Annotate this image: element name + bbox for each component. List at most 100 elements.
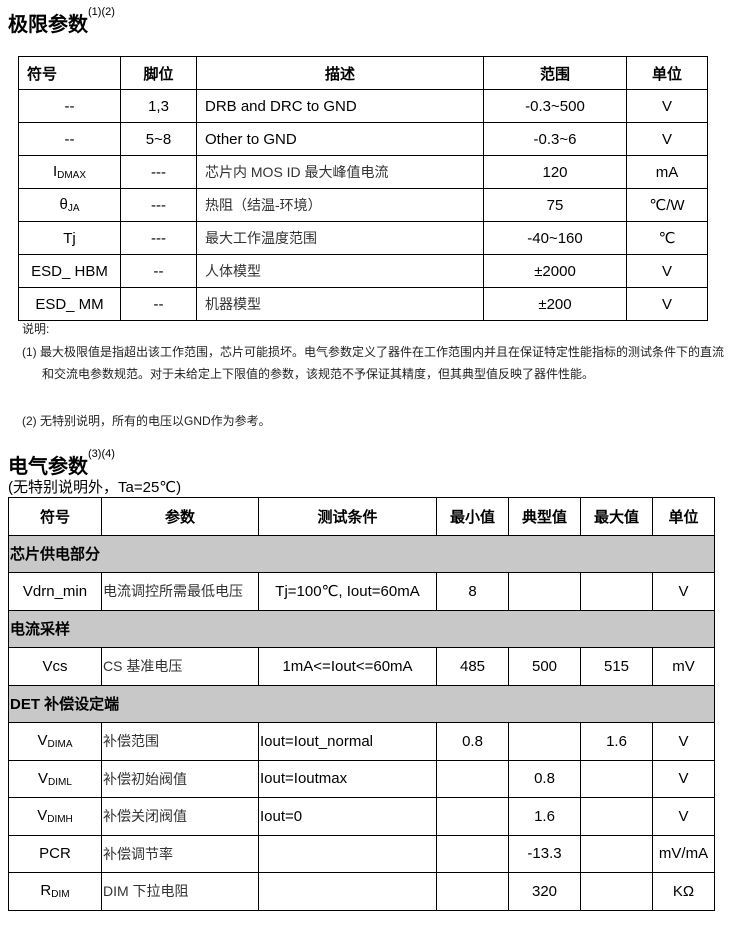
table-row: -- 1,3 DRB and DRC to GND -0.3~500 V xyxy=(18,89,708,123)
symbol: V xyxy=(37,732,48,750)
max-cell xyxy=(580,872,653,911)
table-row: Tj --- 最大工作温度范围 -40~160 ℃ xyxy=(18,221,708,255)
symbol: PCR xyxy=(39,845,71,863)
min-cell: 0.8 xyxy=(436,722,509,761)
symbol: Tj xyxy=(63,229,76,247)
symbol-cell: ESD_ MM xyxy=(18,287,121,321)
symbol: ESD_ HBM xyxy=(31,262,108,280)
column-header: 范围 xyxy=(483,56,627,90)
unit-cell: mA xyxy=(626,155,708,189)
symbol: -- xyxy=(64,97,75,115)
column-header: 符号 xyxy=(18,56,121,90)
max-cell: 1.6 xyxy=(580,722,653,761)
footnote-ref: (3)(4) xyxy=(88,448,115,460)
symbol-cell: Vdrn_min xyxy=(8,572,102,611)
pin-cell: 1,3 xyxy=(120,89,197,123)
parameter-cell: CS 基准电压 xyxy=(101,647,259,686)
table-row: Vcs CS 基准电压 1mA<=Iout<=60mA 485 500 515 mV xyxy=(8,647,715,686)
table-row: Vdrn_min 电流调控所需最低电压 Tj=100℃, Iout=60mA 8 V xyxy=(8,572,715,611)
pin-cell: --- xyxy=(120,155,197,189)
unit-cell: ℃/W xyxy=(626,188,708,222)
electrical-table: 符号 参数 测试条件 最小值 典型值 最大值 单位 芯片供电部分 Vdrn_min 电流调控所需… xyxy=(8,497,715,911)
unit-cell: V xyxy=(652,797,715,836)
description-cell: 人体模型 xyxy=(196,254,484,288)
column-header: 测试条件 xyxy=(258,497,437,536)
note-1: (1) 最大极限值是指超出该工作范围，芯片可能损坏。电气参数定义了器件在工作范围… xyxy=(22,345,725,381)
min-cell: 485 xyxy=(436,647,509,686)
notes-label: 说明: xyxy=(22,322,50,336)
unit-cell: ℃ xyxy=(626,221,708,255)
footnote-ref: (1)(2) xyxy=(88,6,115,18)
group-name: DET 补偿设定端 xyxy=(8,684,715,723)
parameter-cell: 补偿调节率 xyxy=(101,834,259,873)
table-row: VDIML 补偿初始阀值 Iout=Ioutmax 0.8 V xyxy=(8,759,715,798)
symbol-cell: VDIML xyxy=(8,759,102,798)
group-name: 电流采样 xyxy=(8,609,715,648)
min-cell xyxy=(436,834,509,873)
symbol-cell: PCR xyxy=(8,834,102,873)
symbol-cell: Tj xyxy=(18,221,121,255)
symbol-cell: IDMAX xyxy=(18,155,121,189)
condition-cell: Tj=100℃, Iout=60mA xyxy=(258,572,437,611)
min-cell xyxy=(436,797,509,836)
unit-cell: V xyxy=(626,89,708,123)
section-title-absolute-max: 极限参数(1)(2) xyxy=(8,6,115,37)
table-row: RDIM DIM 下拉电阻 320 KΩ xyxy=(8,872,715,911)
symbol-cell: -- xyxy=(18,89,121,123)
note-2: (2) 无特别说明，所有的电压以GND作为参考。 xyxy=(22,414,271,428)
symbol: V xyxy=(37,807,48,825)
description-cell: 机器模型 xyxy=(196,287,484,321)
unit-cell: V xyxy=(626,287,708,321)
symbol-subscript: DIML xyxy=(48,776,72,788)
description-cell: 最大工作温度范围 xyxy=(196,221,484,255)
condition-cell: Iout=0 xyxy=(258,797,437,836)
condition-cell: 1mA<=Iout<=60mA xyxy=(258,647,437,686)
column-header: 最大值 xyxy=(580,497,653,536)
range-cell: 75 xyxy=(483,188,627,222)
symbol-subscript: DIM xyxy=(51,889,70,901)
unit-cell: mV xyxy=(652,647,715,686)
typ-cell xyxy=(508,572,581,611)
table-row: IDMAX --- 芯片内 MOS ID 最大峰值电流 120 mA xyxy=(18,155,708,189)
title-text: 极限参数 xyxy=(8,14,88,36)
symbol-cell: -- xyxy=(18,122,121,156)
symbol: ESD_ MM xyxy=(35,295,104,313)
condition-cell: Iout=Ioutmax xyxy=(258,759,437,798)
pin-cell: -- xyxy=(120,254,197,288)
unit-cell: V xyxy=(626,122,708,156)
parameter-cell: DIM 下拉电阻 xyxy=(101,872,259,911)
symbol-cell: VDIMH xyxy=(8,797,102,836)
symbol-subscript: DIMH xyxy=(47,814,73,826)
range-cell: ±200 xyxy=(483,287,627,321)
column-header: 最小值 xyxy=(436,497,509,536)
symbol-cell: VDIMA xyxy=(8,722,102,761)
unit-cell: V xyxy=(652,722,715,761)
symbol: Vdrn_min xyxy=(22,582,88,600)
condition-cell xyxy=(258,872,437,911)
unit-cell: V xyxy=(626,254,708,288)
symbol-cell: Vcs xyxy=(8,647,102,686)
symbol-cell: θJA xyxy=(18,188,121,222)
symbol-subscript: DIMA xyxy=(47,739,73,751)
pin-cell: 5~8 xyxy=(120,122,197,156)
description-cell: 热阻（结温-环境） xyxy=(196,188,484,222)
table-row: ESD_ HBM -- 人体模型 ±2000 V xyxy=(18,254,708,288)
group-name: 芯片供电部分 xyxy=(8,534,715,573)
parameter-cell: 补偿关闭阀值 xyxy=(101,797,259,836)
range-cell: ±2000 xyxy=(483,254,627,288)
pin-cell: --- xyxy=(120,188,197,222)
max-cell xyxy=(580,797,653,836)
parameter-cell: 电流调控所需最低电压 xyxy=(101,572,259,611)
column-header: 单位 xyxy=(626,56,708,90)
column-header: 描述 xyxy=(196,56,484,90)
column-header: 参数 xyxy=(101,497,259,536)
unit-cell: KΩ xyxy=(652,872,715,911)
description-cell: Other to GND xyxy=(196,122,484,156)
conditions-subtitle: (无特别说明外，Ta=25℃) xyxy=(8,479,182,496)
max-cell xyxy=(580,834,653,873)
pin-cell: --- xyxy=(120,221,197,255)
typ-cell: 0.8 xyxy=(508,759,581,798)
symbol: I xyxy=(52,163,58,180)
unit-cell: V xyxy=(652,572,715,611)
symbol-cell: ESD_ HBM xyxy=(18,254,121,288)
